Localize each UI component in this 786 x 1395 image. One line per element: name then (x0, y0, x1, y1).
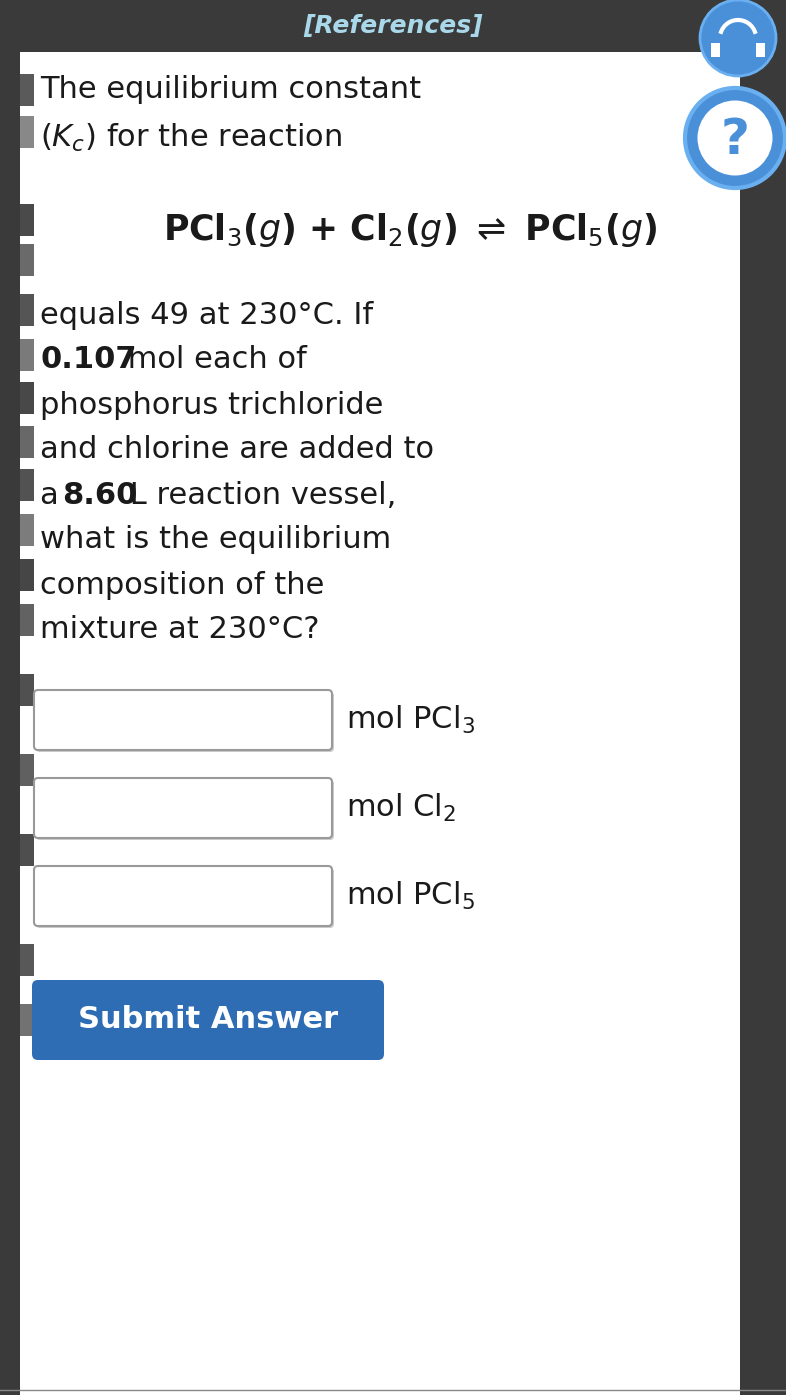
Bar (20, 339, 34, 371)
FancyBboxPatch shape (34, 691, 332, 751)
Text: The equilibrium constant: The equilibrium constant (40, 75, 421, 105)
Bar (20, 944, 34, 976)
Text: composition of the: composition of the (40, 571, 325, 600)
Text: what is the equilibrium: what is the equilibrium (40, 526, 391, 554)
Bar (20, 513, 34, 545)
Bar (756, 43, 765, 57)
Bar (20, 559, 34, 591)
Bar (20, 1004, 34, 1036)
FancyBboxPatch shape (36, 692, 334, 752)
Circle shape (685, 88, 785, 188)
Text: mol each of: mol each of (118, 346, 307, 374)
Circle shape (697, 100, 773, 176)
Text: mol PCl$_3$: mol PCl$_3$ (346, 704, 475, 737)
Text: equals 49 at 230°C. If: equals 49 at 230°C. If (40, 300, 373, 329)
Text: L reaction vessel,: L reaction vessel, (120, 480, 396, 509)
Bar (20, 834, 34, 866)
Text: and chlorine are added to: and chlorine are added to (40, 435, 434, 465)
Circle shape (700, 0, 776, 75)
FancyBboxPatch shape (36, 868, 334, 928)
Bar (0, 0, 786, 52)
FancyBboxPatch shape (32, 981, 384, 1060)
Bar (20, 74, 34, 106)
FancyBboxPatch shape (34, 866, 332, 926)
Text: [References]: [References] (303, 14, 483, 38)
Bar (740, 0, 786, 1395)
Bar (20, 674, 34, 706)
Bar (711, 43, 720, 57)
Bar (20, 469, 34, 501)
Bar (20, 382, 34, 414)
Text: mol PCl$_5$: mol PCl$_5$ (346, 880, 475, 912)
Text: mol Cl$_2$: mol Cl$_2$ (346, 792, 456, 824)
Bar (20, 425, 34, 458)
Bar (20, 294, 34, 326)
Text: ?: ? (721, 116, 750, 165)
Text: 8.60: 8.60 (62, 480, 138, 509)
Bar (20, 755, 34, 785)
FancyBboxPatch shape (36, 780, 334, 840)
Bar (20, 604, 34, 636)
Bar (20, 116, 34, 148)
Text: Submit Answer: Submit Answer (78, 1006, 338, 1035)
Bar (20, 244, 34, 276)
Text: 0.107: 0.107 (40, 346, 137, 374)
Text: phosphorus trichloride: phosphorus trichloride (40, 391, 384, 420)
FancyBboxPatch shape (34, 778, 332, 838)
Text: mixture at 230°C?: mixture at 230°C? (40, 615, 319, 644)
Bar (20, 204, 34, 236)
Text: $(K_c)$ for the reaction: $(K_c)$ for the reaction (40, 121, 342, 153)
Text: PCl$_3$($g$) + Cl$_2$($g$) $\rightleftharpoons$ PCl$_5$($g$): PCl$_3$($g$) + Cl$_2$($g$) $\rightleftha… (163, 211, 657, 248)
Text: a: a (40, 480, 68, 509)
